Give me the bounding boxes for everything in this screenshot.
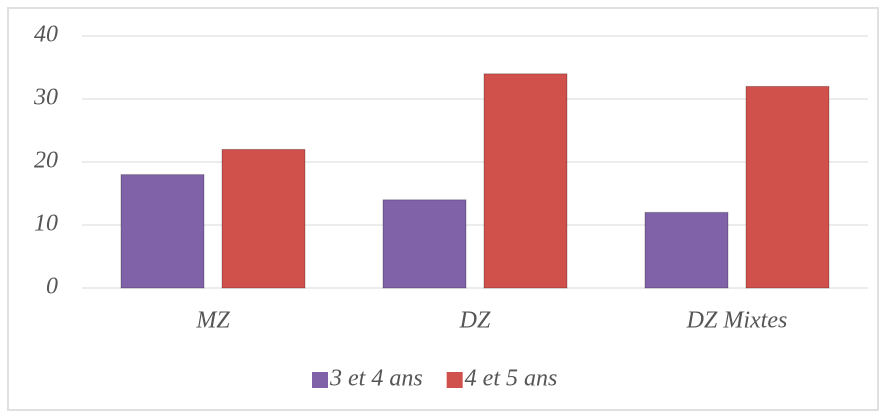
bar bbox=[221, 148, 306, 289]
x-tick-label: DZ bbox=[459, 308, 491, 334]
bar bbox=[745, 85, 830, 289]
y-tick-label: 10 bbox=[34, 211, 58, 237]
legend-swatch bbox=[312, 372, 328, 388]
y-tick-label: 0 bbox=[46, 274, 58, 300]
bar bbox=[120, 174, 205, 289]
legend-label: 3 et 4 ans bbox=[329, 366, 423, 392]
x-tick-label: DZ Mixtes bbox=[686, 308, 788, 334]
bar bbox=[644, 211, 729, 289]
y-tick-label: 40 bbox=[34, 22, 58, 48]
y-tick-label: 20 bbox=[34, 148, 58, 174]
bar bbox=[483, 73, 568, 289]
y-tick-label: 30 bbox=[33, 85, 58, 111]
legend-label: 4 et 5 ans bbox=[465, 366, 558, 392]
legend-swatch bbox=[446, 372, 463, 388]
bar bbox=[382, 199, 467, 289]
x-tick-label: MZ bbox=[195, 308, 230, 334]
